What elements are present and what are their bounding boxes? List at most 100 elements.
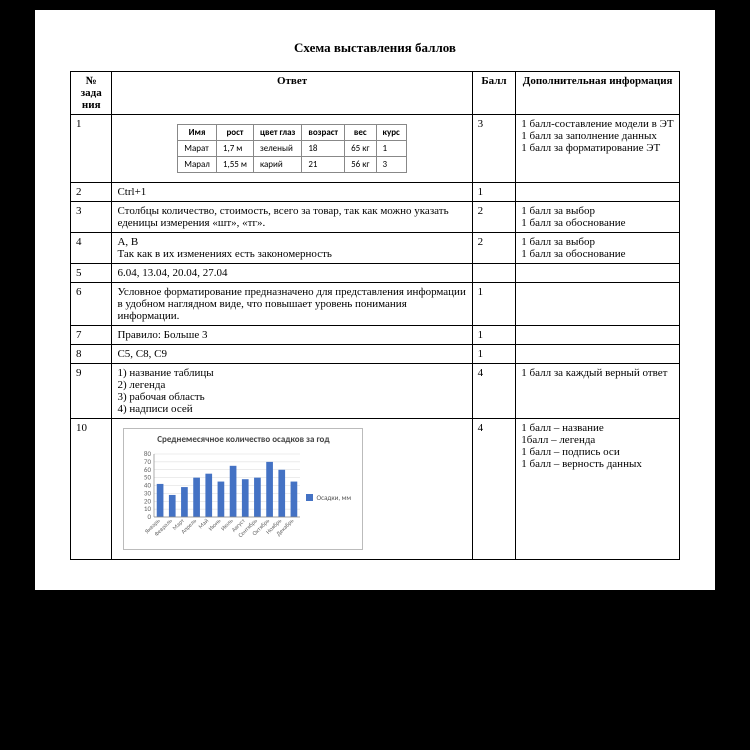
cell-num: 4 <box>71 233 112 264</box>
legend-swatch <box>306 494 313 501</box>
chart-svg: 01020304050607080ЯнварьФевральМартАпрель… <box>132 450 302 545</box>
chart-bar <box>291 481 298 516</box>
cell-info <box>516 283 680 326</box>
cell-num: 7 <box>71 326 112 345</box>
cell-score: 1 <box>472 326 516 345</box>
svg-text:50: 50 <box>144 472 152 481</box>
cell-score: 1 <box>472 283 516 326</box>
chart-bar <box>242 479 249 517</box>
cell-score: 2 <box>472 202 516 233</box>
inner-cell: 1,55 м <box>216 157 253 173</box>
header-num: № зада ния <box>71 72 112 115</box>
cell-num: 1 <box>71 115 112 183</box>
header-info: Дополнительная информация <box>516 72 680 115</box>
cell-answer: 6.04, 13.04, 20.04, 27.04 <box>112 264 472 283</box>
cell-info: 1 балл за выбор1 балл за обоснование <box>516 233 680 264</box>
cell-info: 1 балл-составление модели в ЭТ1 балл за … <box>516 115 680 183</box>
cell-answer: Имяростцвет глазвозраствескурсМарат1,7 м… <box>112 115 472 183</box>
inner-header: курс <box>376 125 406 141</box>
inner-cell: Марат <box>178 141 217 157</box>
chart-legend: Осадки, мм <box>306 493 351 502</box>
cell-answer: Столбцы количество, стоимость, всего за … <box>112 202 472 233</box>
svg-text:80: 80 <box>144 450 152 458</box>
svg-text:0: 0 <box>148 512 152 521</box>
inner-cell: зеленый <box>253 141 301 157</box>
cell-answer: С5, С8, С9 <box>112 345 472 364</box>
cell-num: 6 <box>71 283 112 326</box>
cell-info: 1 балл за каждый верный ответ <box>516 364 680 419</box>
inner-header: возраст <box>302 125 345 141</box>
table-row: 10 Среднемесячное количество осадков за … <box>71 419 680 560</box>
cell-info <box>516 345 680 364</box>
chart-bar <box>206 473 213 516</box>
document-page: Схема выставления баллов № зада ния Отве… <box>35 10 715 590</box>
cell-num: 10 <box>71 419 112 560</box>
cell-num: 2 <box>71 183 112 202</box>
cell-answer: Ctrl+1 <box>112 183 472 202</box>
cell-answer: Условное форматирование предназначено дл… <box>112 283 472 326</box>
cell-num: 8 <box>71 345 112 364</box>
cell-score: 1 <box>472 183 516 202</box>
cell-score: 4 <box>472 364 516 419</box>
svg-text:30: 30 <box>144 488 152 497</box>
page-title: Схема выставления баллов <box>70 40 680 56</box>
inner-cell: 18 <box>302 141 345 157</box>
table-row: 3Столбцы количество, стоимость, всего за… <box>71 202 680 233</box>
cell-answer: 1) название таблицы2) легенда3) рабочая … <box>112 364 472 419</box>
table-row: 6Условное форматирование предназначено д… <box>71 283 680 326</box>
inner-cell: карий <box>253 157 301 173</box>
table-row: 91) название таблицы2) легенда3) рабочая… <box>71 364 680 419</box>
inner-spreadsheet: Имяростцвет глазвозраствескурсМарат1,7 м… <box>177 124 407 173</box>
inner-header: Имя <box>178 125 217 141</box>
inner-header: вес <box>345 125 376 141</box>
cell-info: 1 балл за выбор1 балл за обоснование <box>516 202 680 233</box>
precipitation-chart: Среднемесячное количество осадков за год… <box>123 428 363 550</box>
inner-cell: 56 кг <box>345 157 376 173</box>
chart-bar <box>218 481 225 516</box>
header-answer: Ответ <box>112 72 472 115</box>
cell-score: 4 <box>472 419 516 560</box>
chart-bar <box>182 487 189 517</box>
cell-score: 2 <box>472 233 516 264</box>
table-row: 1Имяростцвет глазвозраствескурсМарат1,7 … <box>71 115 680 183</box>
svg-text:20: 20 <box>144 496 152 505</box>
cell-score: 1 <box>472 345 516 364</box>
cell-score <box>472 264 516 283</box>
cell-info <box>516 264 680 283</box>
inner-cell: 65 кг <box>345 141 376 157</box>
cell-info <box>516 326 680 345</box>
inner-row: Марал1,55 мкарий2156 кг3 <box>178 157 407 173</box>
cell-answer: Среднемесячное количество осадков за год… <box>112 419 472 560</box>
table-row: 7Правило: Больше 31 <box>71 326 680 345</box>
inner-header: цвет глаз <box>253 125 301 141</box>
chart-bar <box>255 477 262 516</box>
inner-header: рост <box>216 125 253 141</box>
inner-cell: 21 <box>302 157 345 173</box>
legend-label: Осадки, мм <box>316 493 351 502</box>
chart-bar <box>279 470 286 517</box>
header-score: Балл <box>472 72 516 115</box>
cell-info <box>516 183 680 202</box>
table-row: 56.04, 13.04, 20.04, 27.04 <box>71 264 680 283</box>
svg-text:40: 40 <box>144 480 152 489</box>
chart-bar <box>194 477 201 516</box>
cell-num: 5 <box>71 264 112 283</box>
inner-cell: 3 <box>376 157 406 173</box>
inner-cell: 1 <box>376 141 406 157</box>
table-row: 8С5, С8, С91 <box>71 345 680 364</box>
inner-row: Марат1,7 мзеленый1865 кг1 <box>178 141 407 157</box>
table-row: 2Ctrl+11 <box>71 183 680 202</box>
svg-text:70: 70 <box>144 457 152 466</box>
cell-score: 3 <box>472 115 516 183</box>
scoring-table: № зада ния Ответ Балл Дополнительная инф… <box>70 71 680 560</box>
cell-answer: Правило: Больше 3 <box>112 326 472 345</box>
cell-num: 9 <box>71 364 112 419</box>
chart-bar <box>169 495 176 517</box>
svg-text:10: 10 <box>144 504 152 513</box>
cell-info: 1 балл – название1балл – легенда1 балл –… <box>516 419 680 560</box>
inner-cell: Марал <box>178 157 217 173</box>
cell-num: 3 <box>71 202 112 233</box>
cell-answer: A, BТак как в их изменениях есть законом… <box>112 233 472 264</box>
inner-cell: 1,7 м <box>216 141 253 157</box>
chart-title: Среднемесячное количество осадков за год <box>132 435 354 446</box>
